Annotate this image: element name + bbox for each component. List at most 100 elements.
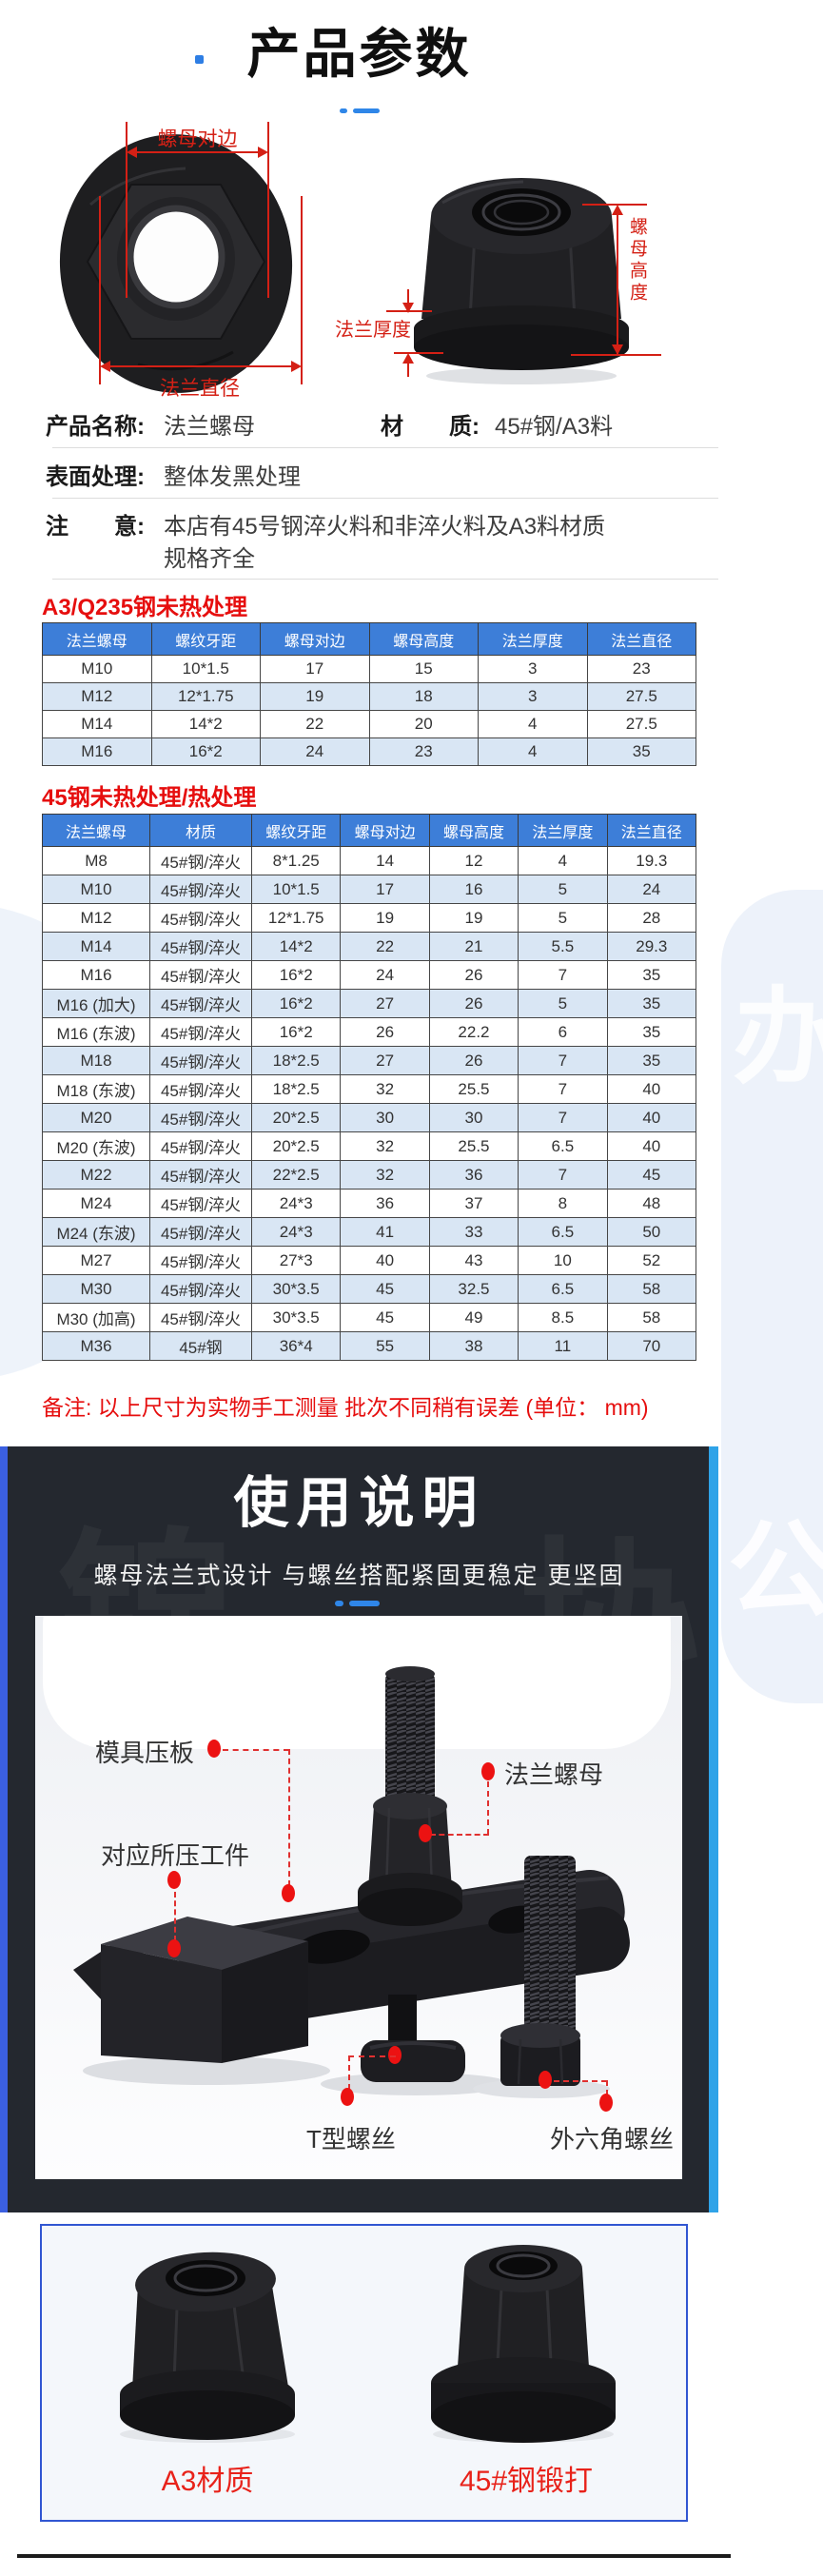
- table-cell: M16 (加大): [42, 989, 150, 1018]
- table-row: M10 45#钢/淬火 10*1.5 17 16 5 24: [42, 875, 697, 904]
- table-cell: 17: [260, 655, 370, 683]
- table-cell: 6.5: [518, 1274, 608, 1304]
- arrow-left-icon: [100, 361, 110, 372]
- table-cell: 22*2.5: [250, 1160, 342, 1190]
- dim-label-nut-height: 螺母高度: [627, 217, 647, 305]
- table-cell: 30: [428, 1103, 519, 1132]
- annotation-dot: [539, 2071, 552, 2089]
- table-cell: 18*2.5: [250, 1074, 342, 1104]
- table-cell: 4: [478, 737, 588, 766]
- table-cell: M16: [42, 960, 150, 990]
- divider: [52, 579, 718, 580]
- table-cell: 15: [368, 655, 479, 683]
- table-cell: M10: [42, 655, 152, 683]
- table-cell: 45#钢/淬火: [149, 903, 252, 933]
- usage-subtitle: 螺母法兰式设计 与螺丝搭配紧固更稳定 更坚固: [93, 1563, 625, 1589]
- table-cell: 4: [518, 846, 608, 875]
- table-cell: 19.3: [606, 846, 697, 875]
- table-cell: 35: [606, 1046, 697, 1075]
- table-cell: M14: [42, 710, 152, 738]
- surface-value: 整体发黑处理: [164, 464, 301, 490]
- table-row: M24 45#钢/淬火 24*3 36 37 8 48: [42, 1189, 697, 1218]
- table-cell: 45: [340, 1274, 430, 1304]
- annotation-line: [348, 2055, 350, 2090]
- table-column-header: 法兰直径: [586, 622, 696, 656]
- table-cell: 41: [340, 1217, 430, 1247]
- table-cell: 28: [606, 903, 697, 933]
- section1-heading: A3/Q235钢未热处理: [42, 595, 248, 620]
- table-cell: 45#钢/淬火: [149, 1189, 252, 1218]
- table-cell: 19: [260, 682, 370, 711]
- table-cell: 48: [606, 1189, 697, 1218]
- table-row: M16 45#钢/淬火 16*2 24 26 7 35: [42, 960, 697, 990]
- table-cell: 40: [340, 1246, 430, 1275]
- table-row: M12 12*1.75 19 18 3 27.5: [42, 682, 696, 711]
- table-cell: 40: [606, 1131, 697, 1161]
- table-row: M30 (加高) 45#钢/淬火 30*3.5 45 49 8.5 58: [42, 1303, 697, 1332]
- table-cell: 70: [606, 1331, 697, 1361]
- table-cell: 43: [428, 1246, 519, 1275]
- table-cell: 45#钢/淬火: [149, 1303, 252, 1332]
- table-cell: 32: [340, 1160, 430, 1190]
- notice-label: 注 意:: [46, 514, 145, 540]
- table-row: M16 (加大) 45#钢/淬火 16*2 27 26 5 35: [42, 989, 697, 1018]
- table-cell: 45#钢/淬火: [149, 1017, 252, 1047]
- label-hex-bolt: 外六角螺丝: [550, 2125, 675, 2153]
- table-cell: 45#钢/淬火: [149, 1274, 252, 1304]
- annotation-dot: [341, 2088, 354, 2106]
- usage-photo: [35, 1616, 682, 2179]
- annotation-line: [606, 2080, 608, 2095]
- dim-label-flange-dia: 法兰直径: [160, 378, 240, 400]
- table-cell: 32: [340, 1131, 430, 1161]
- table-cell: 36*4: [250, 1331, 342, 1361]
- annotation-dot: [167, 1871, 181, 1889]
- table-row: M24 (东波) 45#钢/淬火 24*3 41 33 6.5 50: [42, 1217, 697, 1247]
- table-header-row: 法兰螺母 材质 螺纹牙距 螺母对边 螺母高度 法兰厚度 法兰直径: [42, 814, 697, 847]
- annotation-line: [554, 2080, 607, 2082]
- table-cell: 14*2: [250, 932, 342, 961]
- spec-table-45steel: 法兰螺母 材质 螺纹牙距 螺母对边 螺母高度 法兰厚度 法兰直径 M8 45#钢/淬火 8*1.…: [42, 814, 697, 1361]
- table-column-header: 法兰直径: [606, 814, 697, 847]
- material-value: 45#钢/A3料: [495, 414, 614, 440]
- table-cell: 20*2.5: [250, 1131, 342, 1161]
- table-cell: 35: [606, 989, 697, 1018]
- table-cell: M20 (东波): [42, 1131, 150, 1161]
- table-cell: 3: [478, 682, 588, 711]
- table-cell: 45#钢/淬火: [149, 1246, 252, 1275]
- annotation-line: [487, 1781, 489, 1835]
- table-cell: 22: [260, 710, 370, 738]
- table-cell: 50: [606, 1217, 697, 1247]
- table-cell: 26: [428, 960, 519, 990]
- table-cell: 23: [586, 655, 696, 683]
- table-cell: 27: [340, 1046, 430, 1075]
- annotation-dot: [207, 1740, 221, 1758]
- arrow-right-icon: [291, 361, 302, 372]
- table-cell: 26: [428, 989, 519, 1018]
- table-cell: M14: [42, 932, 150, 961]
- annotation-line: [288, 1749, 290, 1886]
- table-column-header: 法兰螺母: [42, 814, 150, 847]
- table-row: M22 45#钢/淬火 22*2.5 32 36 7 45: [42, 1160, 697, 1190]
- dim-arrow: [107, 365, 295, 367]
- table-cell: 20: [368, 710, 479, 738]
- table-cell: M18: [42, 1046, 150, 1075]
- table-column-header: 法兰螺母: [42, 622, 152, 656]
- table-cell: 45: [606, 1160, 697, 1190]
- table-cell: 35: [586, 737, 696, 766]
- table-cell: 26: [428, 1046, 519, 1075]
- table-cell: 10*1.5: [150, 655, 261, 683]
- table-cell: 40: [606, 1074, 697, 1104]
- annotation-dot: [599, 2094, 613, 2112]
- table-cell: 12*1.75: [250, 903, 342, 933]
- usage-accent-dash: [335, 1601, 343, 1606]
- notice-value: 本店有45号钢淬火料和非淬火料及A3料材质: [164, 514, 606, 540]
- table-row: M36 45#钢 36*4 55 38 11 70: [42, 1331, 697, 1361]
- table-cell: 18*2.5: [250, 1046, 342, 1075]
- table-cell: M10: [42, 875, 150, 904]
- table-cell: 6.5: [518, 1217, 608, 1247]
- table-cell: 7: [518, 1160, 608, 1190]
- annotation-line: [430, 1834, 489, 1836]
- table-cell: 16*2: [250, 989, 342, 1018]
- divider: [52, 498, 718, 499]
